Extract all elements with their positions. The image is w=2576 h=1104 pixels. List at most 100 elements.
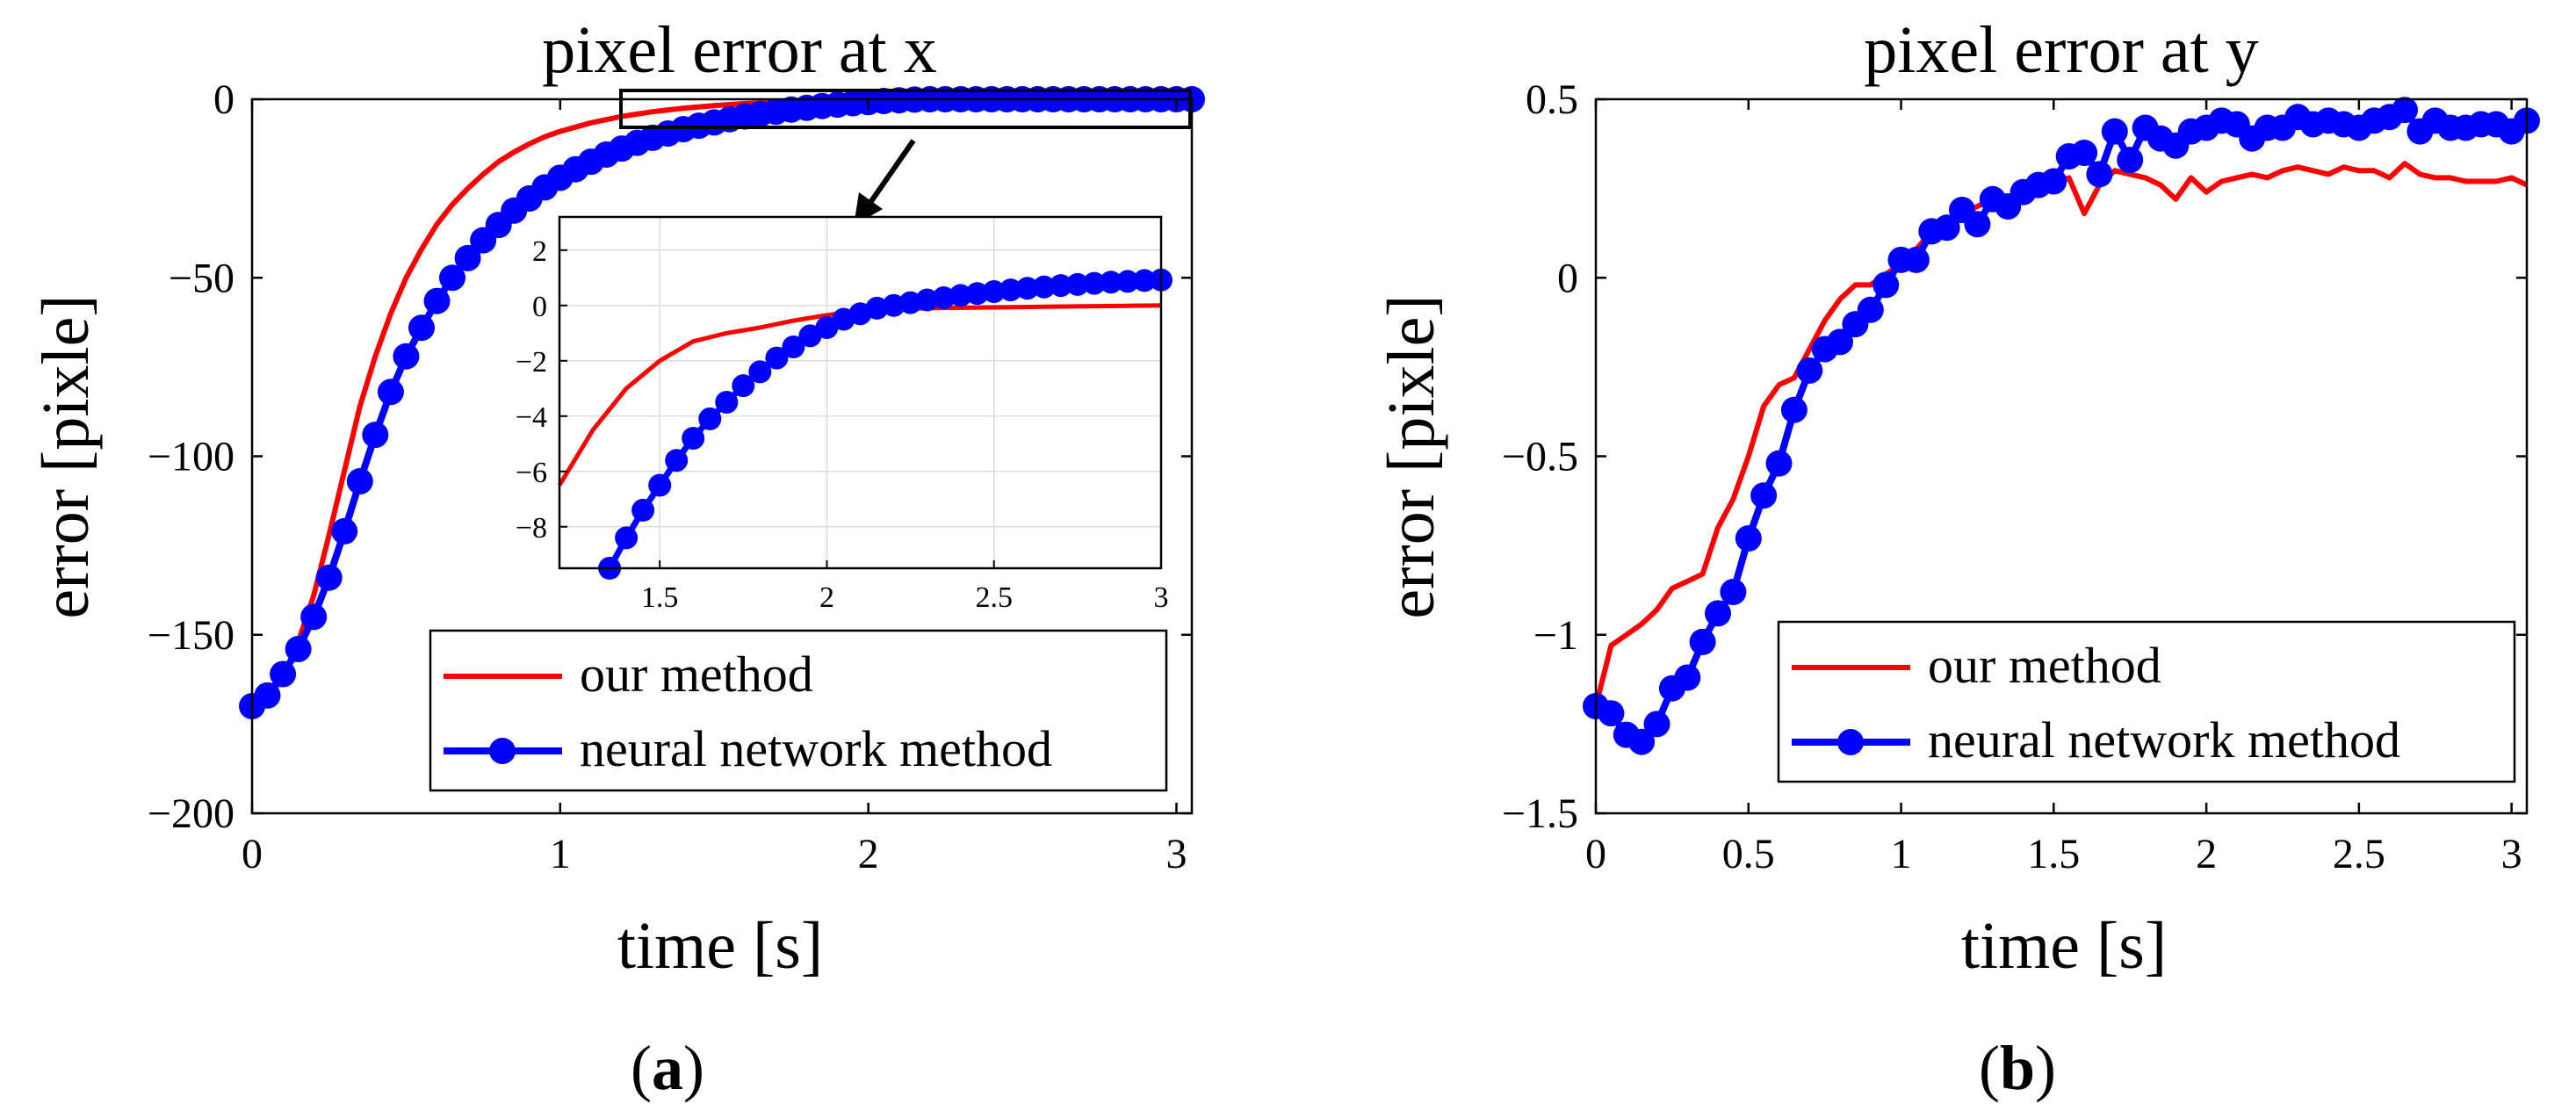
a-inset-ticks: 1.5 2 2.5 3 2 0 −2 −4 −6 −8 <box>516 235 1169 614</box>
b-xtick-label: 3 <box>2501 831 2522 877</box>
b-legend-label-ours: our method <box>1928 637 2161 694</box>
b-nn-point <box>1796 357 1823 384</box>
a-inset-nn-point <box>631 498 655 522</box>
b-nn-point <box>1628 728 1656 755</box>
a-nn-point <box>377 379 404 406</box>
a-nn-point <box>346 468 373 494</box>
a-inset-nn-point <box>999 278 1022 302</box>
b-nn-point <box>1872 271 1900 299</box>
b-ticks: 0 0.5 1 1.5 2 2.5 3 0.5 0 −0.5 −1 −1.5 <box>1502 76 2527 877</box>
a-nn-point <box>285 636 312 662</box>
panel-b: 0 0.5 1 1.5 2 2.5 3 0.5 0 −0.5 −1 −1.5 pixel error … <box>1375 13 2540 1103</box>
a-nn-point <box>393 343 420 370</box>
b-nn-point <box>1780 396 1808 423</box>
b-ytick-label: 0.5 <box>1526 76 1578 123</box>
a-nn-point <box>300 603 328 631</box>
a-inset-xtick-label: 3 <box>1154 581 1169 614</box>
a-inset-xtick-label: 1.5 <box>641 581 679 614</box>
a-nn-point <box>423 287 451 314</box>
b-xtick-label: 2.5 <box>2333 831 2385 877</box>
a-inset-nn-point <box>982 280 1006 303</box>
a-inset-nn-point <box>915 288 939 312</box>
b-nn-point <box>1827 328 1853 356</box>
b-ytick-label: −1 <box>1533 612 1578 659</box>
a-legend-label-nn: neural network method <box>580 720 1052 777</box>
b-xtick-label: 1.5 <box>2027 831 2080 877</box>
a-zoom-arrow <box>867 139 916 206</box>
b-nn-point <box>1750 482 1778 509</box>
b-xtick-label: 2 <box>2196 831 2217 877</box>
b-xtick-label: 0.5 <box>1722 831 1775 877</box>
b-legend-box <box>1777 620 2516 783</box>
a-inset-nn-point <box>615 526 639 550</box>
a-inset-ytick-label: −6 <box>516 457 547 489</box>
a-inset-plot-area <box>557 268 1173 580</box>
a-panel-label: (a) <box>631 1033 704 1103</box>
a-inset-nn-point <box>665 449 689 473</box>
a-legend-box <box>429 629 1168 792</box>
a-ylabel: error [pixle] <box>29 294 103 618</box>
a-inset-nn-point <box>698 407 722 430</box>
b-nn-point <box>2086 161 2113 188</box>
a-nn-point <box>270 660 297 688</box>
a-xtick-label: 1 <box>550 831 571 877</box>
a-title: pixel error at x <box>542 13 936 87</box>
b-ytick-label: 0 <box>1557 255 1578 301</box>
b-nn-point <box>1705 600 1731 627</box>
b-nn-point <box>1598 700 1625 727</box>
a-nn-point <box>315 564 343 591</box>
b-nn-point <box>1689 628 1716 655</box>
a-inset-xtick-label: 2 <box>819 581 834 614</box>
a-zoom-box <box>619 89 1192 129</box>
a-ytick-label: −200 <box>148 790 235 837</box>
a-legend-marker-nn <box>489 738 516 764</box>
b-nn-point <box>1902 246 1930 273</box>
a-inset-nn-point <box>965 282 989 306</box>
a-inset-nn-point <box>1015 277 1039 300</box>
b-title: pixel error at y <box>1864 13 2258 87</box>
a-legend-label-ours: our method <box>580 646 813 703</box>
a-inset-nn-point <box>715 391 739 414</box>
a-inset-nn-point <box>1115 270 1139 293</box>
a-xtick-label: 2 <box>858 831 879 877</box>
a-inset-ytick-label: −2 <box>516 346 547 379</box>
a-inset-nn-point <box>1099 271 1122 294</box>
a-nn-point <box>454 244 481 271</box>
b-ytick-label: −1.5 <box>1502 790 1578 837</box>
a-inset-nn-point <box>765 346 789 370</box>
panel-a: 0 1 2 3 0 −50 −100 −150 −200 pixel error at x ti… <box>29 13 1205 1103</box>
b-nn-point <box>1643 711 1670 738</box>
b-nn-point <box>1964 211 1991 238</box>
a-xtick-label: 0 <box>242 831 263 877</box>
a-inset-ytick-label: 2 <box>532 235 547 268</box>
b-ylabel: error [pixle] <box>1375 294 1448 618</box>
b-nn-point <box>2392 97 2418 124</box>
b-xtick-label: 0 <box>1585 831 1606 877</box>
a-inset-box <box>558 215 1163 570</box>
a-inset-nn-point <box>865 296 889 320</box>
a-inset-series-our-method <box>557 303 1162 487</box>
b-nn-point <box>1674 664 1701 691</box>
b-nn-point <box>2101 118 2128 145</box>
b-nn-point <box>1765 450 1793 477</box>
a-inset-xtick-label: 2.5 <box>975 581 1013 614</box>
b-nn-point <box>2040 168 2067 195</box>
a-ytick-label: −100 <box>148 434 235 480</box>
b-legend-marker-nn <box>1837 729 1864 755</box>
b-nn-point <box>1735 525 1762 552</box>
a-inset-ytick-label: −8 <box>516 512 547 545</box>
a-nn-point <box>362 422 389 449</box>
a-inset-nn-point <box>949 284 972 307</box>
a-inset-nn-point <box>1065 272 1089 296</box>
a-inset: 1.5 2 2.5 3 2 0 −2 −4 −6 −8 <box>516 215 1173 614</box>
a-inset-nn-point <box>1133 269 1156 292</box>
a-inset-nn-point <box>648 473 672 497</box>
a-ytick-label: 0 <box>213 76 235 123</box>
a-ytick-label: −150 <box>148 612 235 659</box>
b-nn-point <box>1857 296 1884 323</box>
a-xlabel: time [s] <box>617 909 823 983</box>
a-inset-nn-point <box>732 374 755 398</box>
a-nn-point <box>439 264 465 292</box>
b-panel-label: (b) <box>1979 1033 2056 1103</box>
b-ytick-label: −0.5 <box>1502 434 1578 480</box>
